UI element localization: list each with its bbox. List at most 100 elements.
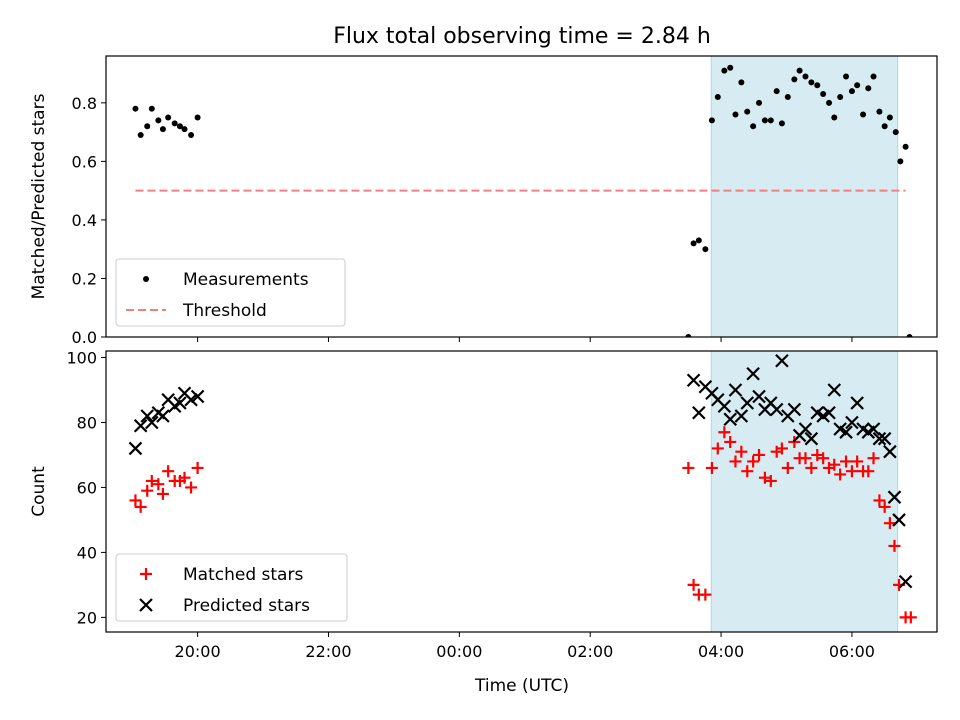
data-point <box>171 120 178 127</box>
data-point <box>747 455 760 468</box>
data-point <box>162 465 175 478</box>
data-point <box>721 67 728 74</box>
data-point <box>850 396 864 410</box>
chart-panels: 0.0 0.2 0.4 0.6 0.8 Matched/Predicted stars Me… <box>29 55 938 661</box>
data-point <box>883 517 896 530</box>
data-point <box>702 246 709 253</box>
data-point <box>828 458 841 471</box>
legend: Matched stars Predicted stars <box>115 553 348 622</box>
data-point <box>902 143 909 150</box>
series-predicted-stars <box>128 353 913 589</box>
data-point <box>729 455 742 468</box>
panel-2: 20 40 60 80 100 20:00 22:00 00:00 02:00 04:00 06:0… <box>29 348 938 661</box>
data-point <box>837 93 844 100</box>
legend-label: Predicted stars <box>183 596 310 616</box>
data-point <box>820 91 827 98</box>
data-point <box>724 435 737 448</box>
data-point <box>881 123 888 130</box>
data-point <box>808 79 815 86</box>
legend-handle <box>139 598 153 612</box>
panel-frame <box>105 55 938 338</box>
data-point <box>862 465 875 478</box>
data-point <box>690 240 697 247</box>
data-point <box>176 123 183 130</box>
x-tick-label: 00:00 <box>436 642 482 661</box>
data-point <box>814 82 821 89</box>
x-tick-label: 20:00 <box>175 642 221 661</box>
y-tick-label: 0.2 <box>72 269 97 288</box>
y-axis-label: Count <box>29 466 49 517</box>
data-point <box>155 117 162 124</box>
chart-title: Flux total observing time = 2.84 h <box>333 24 711 49</box>
data-point <box>775 353 789 368</box>
y-tick-label: 40 <box>77 543 97 562</box>
data-point <box>695 237 702 244</box>
data-point <box>714 93 721 100</box>
data-point <box>699 588 712 601</box>
data-point <box>764 474 777 487</box>
data-point <box>872 431 887 446</box>
data-point <box>802 73 809 80</box>
legend-frame <box>115 553 348 622</box>
data-point <box>190 389 205 404</box>
data-point <box>735 445 748 458</box>
data-point <box>804 431 819 446</box>
observing-window-span <box>710 55 899 338</box>
data-point <box>188 132 195 139</box>
data-point <box>152 478 165 491</box>
data-point <box>887 490 902 504</box>
data-point <box>728 383 743 397</box>
plot-area <box>132 64 913 337</box>
data-point <box>805 461 818 474</box>
x-tick-label: 02:00 <box>567 642 613 661</box>
data-point <box>798 422 813 436</box>
data-point <box>718 426 731 439</box>
data-point <box>775 442 788 455</box>
y-tick-label: 0.0 <box>72 328 97 347</box>
x-axis-label: Time (UTC) <box>474 676 569 696</box>
data-point <box>692 405 706 420</box>
data-point <box>873 494 886 507</box>
y-tick-label: 60 <box>77 478 97 497</box>
data-point <box>173 396 187 410</box>
data-point <box>865 85 872 92</box>
data-point <box>883 444 897 459</box>
data-point <box>750 123 757 130</box>
data-point <box>145 415 159 430</box>
data-point <box>148 105 155 112</box>
data-point <box>867 452 880 465</box>
data-point <box>897 158 904 165</box>
data-point <box>756 99 763 106</box>
data-point <box>877 431 892 446</box>
data-point <box>740 396 755 410</box>
data-point <box>734 409 749 423</box>
data-point <box>904 611 917 624</box>
data-point <box>705 461 718 474</box>
data-point <box>753 448 766 461</box>
data-point <box>827 383 842 397</box>
panel-frame <box>105 350 938 633</box>
data-point <box>711 442 724 455</box>
data-point <box>870 73 877 80</box>
data-point <box>685 334 692 337</box>
data-point <box>708 117 715 124</box>
data-point <box>892 513 906 527</box>
data-point <box>784 93 791 100</box>
data-point <box>773 88 780 95</box>
panel-1: 0.0 0.2 0.4 0.6 0.8 Matched/Predicted stars Me… <box>29 55 938 347</box>
data-point <box>194 114 201 121</box>
legend-handle <box>140 568 152 580</box>
data-point <box>741 465 754 478</box>
data-point <box>898 574 913 589</box>
data-point <box>878 500 891 513</box>
data-point <box>744 108 751 115</box>
legend-frame <box>115 258 346 327</box>
data-point <box>156 487 169 500</box>
data-point <box>831 114 838 121</box>
data-point <box>687 578 700 591</box>
data-point <box>686 373 701 388</box>
data-point <box>717 399 732 414</box>
data-point <box>140 409 155 423</box>
data-point <box>854 82 861 89</box>
